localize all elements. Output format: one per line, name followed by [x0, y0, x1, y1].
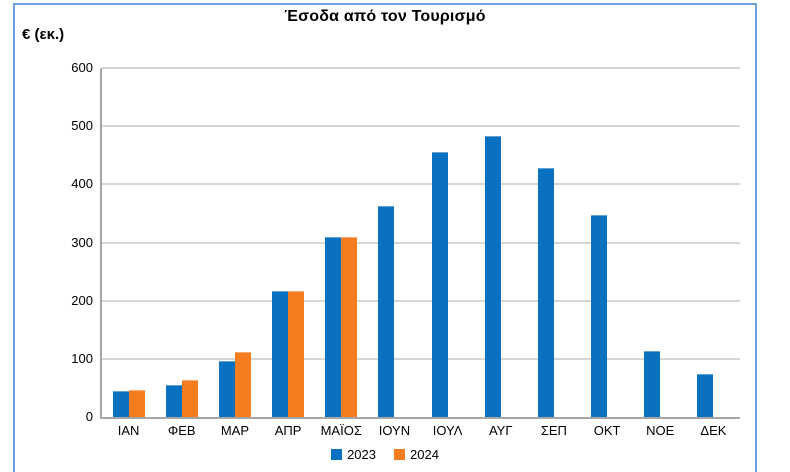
bar-2024-ΑΠΡ [288, 290, 305, 417]
gridline-100 [102, 357, 740, 360]
x-tick-label-ΜΑΪΟΣ: ΜΑΪΟΣ [320, 423, 362, 438]
y-axis-tick-labels: 0 100 200 300 400 500 600 [10, 60, 93, 424]
y-tick-label-600: 600 [71, 60, 93, 75]
y-axis-unit-label: € (εκ.) [22, 26, 65, 43]
y-tick-label-0: 0 [85, 409, 93, 424]
bar-2023-ΦΕΒ [165, 385, 182, 417]
bar-2024-ΦΕΒ [181, 379, 198, 417]
legend-label-2023: 2023 [347, 447, 376, 462]
y-tick-label-200: 200 [71, 292, 93, 308]
x-tick-label-ΔΕΚ: ΔΕΚ [700, 423, 727, 438]
bar-2024-ΜΑΪΟΣ [341, 236, 358, 417]
x-tick-label-ΝΟΕ: ΝΟΕ [646, 423, 675, 438]
x-tick-label-ΙΟΥΛ: ΙΟΥΛ [432, 423, 463, 438]
y-tick-label-400: 400 [71, 176, 93, 192]
bar-2023-ΑΠΡ [272, 290, 289, 417]
x-tick-label-ΟΚΤ: ΟΚΤ [593, 423, 621, 438]
gridline-600 [102, 67, 740, 69]
chart-title: Έσοδα από τον Τουρισμό [284, 8, 486, 25]
x-tick-label-ΑΠΡ: ΑΠΡ [274, 423, 302, 438]
y-tick-label-300: 300 [71, 234, 93, 250]
y-tick-label-100: 100 [71, 350, 93, 366]
x-tick-label-ΦΕΒ: ΦΕΒ [167, 423, 196, 438]
gridline-200 [102, 299, 740, 302]
gridline-400 [102, 183, 740, 186]
bar-2023-ΣΕΠ [537, 168, 554, 417]
bar-2023-ΜΑΪΟΣ [325, 236, 342, 417]
gridline-500 [102, 125, 740, 128]
x-tick-label-ΣΕΠ: ΣΕΠ [540, 423, 567, 438]
bar-2023-ΙΟΥΝ [378, 206, 395, 417]
bar-2023-ΑΥΓ [484, 136, 501, 417]
x-tick-label-ΜΑΡ: ΜΑΡ [220, 423, 249, 438]
bar-2024-ΙΑΝ [128, 390, 145, 417]
x-tick-label-ΙΟΥΝ: ΙΟΥΝ [378, 423, 411, 438]
bar-2023-ΔΕΚ [697, 373, 714, 417]
legend-item-2024: 2024 [394, 447, 439, 462]
bar-2023-ΙΑΝ [112, 390, 129, 417]
x-tick-label-ΑΥΓ: ΑΥΓ [488, 423, 513, 438]
legend-swatch-2023 [331, 449, 343, 460]
bar-2023-ΙΟΥΛ [431, 152, 448, 417]
gridline-300 [102, 241, 740, 244]
bar-2023-ΜΑΡ [218, 360, 235, 417]
bar-2023-ΝΟΕ [644, 351, 661, 417]
x-tick-label-ΙΑΝ: ΙΑΝ [117, 423, 140, 438]
legend-label-2024: 2024 [410, 447, 439, 462]
chart-legend: 2023 2024 [13, 447, 757, 462]
bar-2024-ΜΑΡ [234, 351, 251, 417]
legend-item-2023: 2023 [331, 447, 376, 462]
plot-area: ΙΑΝ ΦΕΒ ΜΑΡ ΑΠΡ ΜΑΪΟΣ ΙΟΥΝ ΙΟΥΛ ΑΥΓ ΣΕΠ ΟΚΤ ΝΟΕ ΔΕΚ [100, 67, 740, 438]
y-tick-label-500: 500 [71, 118, 93, 134]
legend-swatch-2024 [394, 449, 405, 460]
bar-2023-ΟΚΤ [591, 215, 608, 417]
